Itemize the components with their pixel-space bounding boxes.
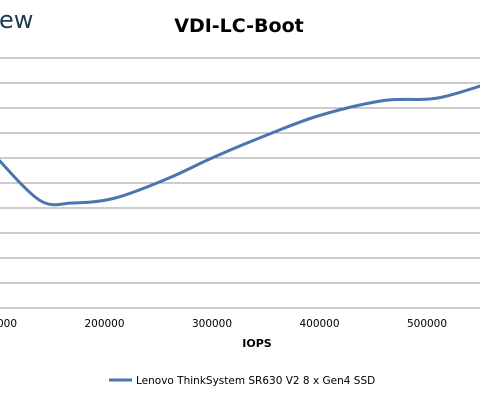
x-axis-ticks: 100000 200000 300000 400000 500000 [0,318,447,330]
series-layer [0,84,480,207]
x-tick-label: 100000 [0,318,17,330]
x-tick-label: 200000 [84,318,124,330]
x-tick-label: 500000 [407,318,447,330]
series-line [0,84,480,207]
brand-logo-fragment: ew [0,6,33,34]
gridlines [0,57,480,309]
x-tick-label: 400000 [299,318,339,330]
x-axis-label: IOPS [242,337,272,350]
chart-title: VDI-LC-Boot [174,15,303,37]
x-tick-label: 300000 [192,318,232,330]
legend-label: Lenovo ThinkSystem SR630 V2 8 x Gen4 SSD [136,375,375,387]
legend: Lenovo ThinkSystem SR630 V2 8 x Gen4 SSD [109,375,375,387]
